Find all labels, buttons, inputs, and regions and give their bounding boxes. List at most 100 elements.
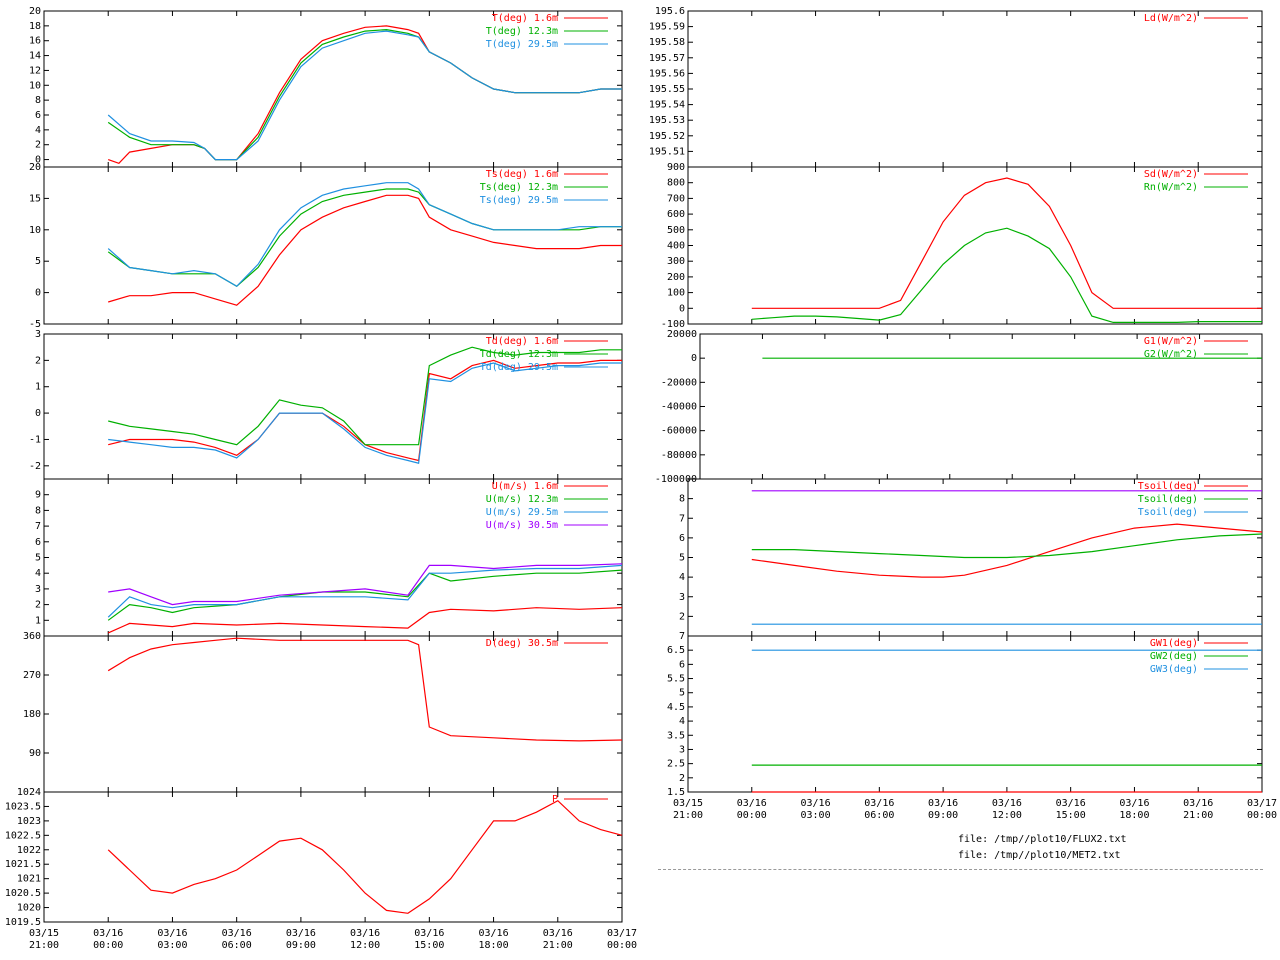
x-tick-time-left: 06:00 — [222, 940, 252, 951]
x-tick-time-left: 00:00 — [93, 940, 123, 951]
x-tick-date-right: 03/15 — [673, 798, 703, 809]
y-tick-label: 0 — [35, 155, 41, 166]
y-tick-label: -40000 — [661, 402, 697, 413]
legend-label: Sd(W/m^2) — [1144, 169, 1198, 180]
y-tick-label: 10 — [29, 80, 41, 91]
legend-label: Tsoil(deg) — [1138, 494, 1198, 505]
legend-label: U(m/s) 29.5m — [486, 507, 558, 518]
series-line-td-2 — [108, 362, 622, 464]
legend-label: Td(deg) 1.6m — [486, 336, 558, 347]
series-line-t-2 — [107, 30, 622, 161]
y-tick-label: 360 — [23, 631, 41, 642]
y-tick-label: 10 — [29, 225, 41, 236]
x-tick-date-left: 03/16 — [157, 928, 187, 939]
series-line-sd-0 — [751, 177, 1262, 309]
y-tick-label: 8 — [35, 505, 41, 516]
chart-panel-u: 1 2 3 4 5 6 7 8 9 U(m/s) 1.6m U(m/s) 12.3m U(m/s) 2… — [35, 478, 623, 637]
y-tick-label: 195.51 — [649, 146, 685, 157]
y-tick-label: 195.55 — [649, 84, 685, 95]
legend-label: P — [552, 794, 558, 805]
y-tick-label: 16 — [29, 36, 41, 47]
legend-label: Ts(deg) 1.6m — [486, 169, 558, 180]
x-tick-time-right: 00:00 — [1247, 810, 1277, 821]
x-tick-time-left: 21:00 — [543, 940, 573, 951]
y-tick-label: 800 — [667, 178, 685, 189]
x-tick-time-left: 15:00 — [414, 940, 444, 951]
y-tick-label: 1023.5 — [5, 801, 41, 812]
y-tick-label: 1021 — [17, 874, 41, 885]
legend-label: T(deg) 29.5m — [486, 39, 558, 50]
y-tick-label: 195.52 — [649, 131, 685, 142]
legend-label: Ts(deg) 12.3m — [480, 182, 558, 193]
panel-frame — [43, 791, 623, 923]
y-tick-label: 180 — [23, 709, 41, 720]
y-tick-label: 195.59 — [649, 22, 685, 33]
x-tick-time-right: 21:00 — [1183, 810, 1213, 821]
y-tick-label: 195.58 — [649, 37, 685, 48]
y-tick-label: 90 — [29, 748, 41, 759]
y-tick-label: 20000 — [667, 329, 697, 340]
y-tick-label: 0 — [35, 288, 41, 299]
y-tick-label: 400 — [667, 241, 685, 252]
y-tick-label: -20000 — [661, 377, 697, 388]
y-tick-label: 2 — [679, 611, 685, 622]
legend-label: Ts(deg) 29.5m — [480, 195, 558, 206]
y-tick-label: 900 — [667, 162, 685, 173]
legend-label: T(deg) 1.6m — [492, 13, 558, 24]
y-tick-label: 3 — [679, 592, 685, 603]
chart-panel-gw: 1.5 2 2.5 3 3.5 4 4.5 5 5.5 6 6.5 7 GW1(deg) GW2(deg)… — [667, 631, 1263, 798]
x-tick-date-right: 03/16 — [864, 798, 894, 809]
x-tick-time-right: 15:00 — [1056, 810, 1086, 821]
y-tick-label: 2.5 — [667, 759, 685, 770]
y-tick-label: 200 — [667, 272, 685, 283]
y-tick-label: 5 — [679, 688, 685, 699]
x-tick-time-right: 12:00 — [992, 810, 1022, 821]
x-tick-date-right: 03/16 — [1183, 798, 1213, 809]
panel-frame — [687, 10, 1263, 168]
y-tick-label: 18 — [29, 21, 41, 32]
panel-frame — [43, 635, 623, 793]
y-tick-label: 1024 — [17, 787, 41, 798]
y-tick-label: -100000 — [655, 474, 697, 485]
y-tick-label: 3.5 — [667, 730, 685, 741]
chart-panel-d: 90 180 270 360 D(deg) 30.5m — [23, 631, 623, 793]
y-tick-label: 4 — [679, 572, 685, 583]
y-tick-label: 14 — [29, 51, 41, 62]
legend-label: G2(W/m^2) — [1144, 349, 1198, 360]
series-line-p-0 — [107, 799, 623, 914]
y-tick-label: 4 — [35, 568, 41, 579]
legend-label: Ld(W/m^2) — [1144, 13, 1198, 24]
y-tick-label: -100 — [661, 319, 685, 330]
y-tick-label: -2 — [29, 461, 41, 472]
legend-label: G1(W/m^2) — [1144, 336, 1198, 347]
y-tick-label: 3 — [35, 584, 41, 595]
x-tick-time-left: 03:00 — [157, 940, 187, 951]
y-tick-label: 6 — [679, 533, 685, 544]
y-tick-label: 4 — [35, 125, 41, 136]
legend-label: Tsoil(deg) — [1138, 507, 1198, 518]
y-tick-label: 4.5 — [667, 702, 685, 713]
x-tick-time-left: 12:00 — [350, 940, 380, 951]
x-tick-time-right: 06:00 — [864, 810, 894, 821]
y-tick-label: 20 — [29, 6, 41, 17]
series-line-ts-2 — [107, 182, 622, 288]
y-tick-label: 12 — [29, 65, 41, 76]
x-tick-date-left: 03/15 — [29, 928, 59, 939]
footer-divider — [658, 869, 1263, 870]
legend-label: Td(deg) 12.3m — [480, 349, 558, 360]
chart-panel-ld: 195.51 195.52 195.53 195.54 195.55 195.56 195.… — [649, 6, 1263, 168]
y-tick-label: 7 — [679, 513, 685, 524]
y-tick-label: 6 — [35, 537, 41, 548]
x-tick-time-right: 03:00 — [801, 810, 831, 821]
series-line-tsoil-0 — [751, 523, 1263, 578]
y-tick-label: 500 — [667, 225, 685, 236]
y-tick-label: 0 — [679, 303, 685, 314]
file-label-met: file: /tmp//plot10/MET2.txt — [958, 850, 1121, 861]
legend-label: GW2(deg) — [1150, 651, 1198, 662]
chart-panel-td: -2 -1 0 1 2 3 Td(deg) 1.6m Td(deg) 12.3m Td(deg)… — [29, 329, 623, 480]
y-tick-label: 3 — [679, 744, 685, 755]
x-tick-date-left: 03/16 — [222, 928, 252, 939]
y-tick-label: 4 — [679, 716, 685, 727]
chart-panel-p: 1019.5 1020 1020.5 1021 1021.5 1022 1022.5 1023… — [5, 787, 623, 928]
